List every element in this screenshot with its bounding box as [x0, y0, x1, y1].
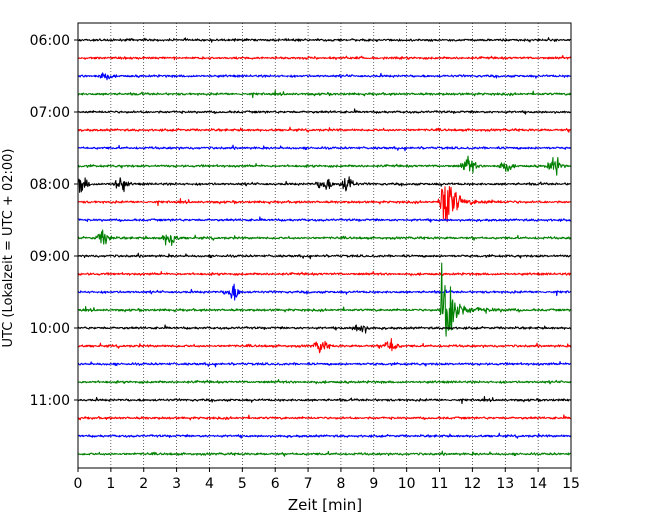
x-tick-label: 3	[172, 476, 181, 492]
trace-row	[77, 37, 572, 43]
trace-row	[77, 262, 572, 337]
x-tick-label: 10	[398, 476, 416, 492]
trace-row	[77, 185, 572, 223]
x-tick-label: 13	[496, 476, 514, 492]
trace-row	[77, 176, 572, 193]
x-tick-label: 6	[271, 476, 280, 492]
trace-row	[77, 229, 572, 246]
y-tick-label: 08:00	[30, 177, 70, 193]
x-tick-label: 8	[336, 476, 345, 492]
x-tick-label: 1	[106, 476, 115, 492]
x-tick-label: 7	[304, 476, 313, 492]
y-tick-label: 07:00	[30, 105, 70, 121]
trace-row	[77, 324, 572, 334]
x-tick-label: 2	[139, 476, 148, 492]
plot-frame	[77, 22, 572, 469]
y-tick-label: 11:00	[30, 393, 70, 409]
trace-row	[77, 378, 572, 385]
x-tick-label: 4	[205, 476, 214, 492]
x-tick-label: 0	[74, 476, 83, 492]
y-axis-ticks: 06:00 07:00 08:00 09:00 10:00 11:00	[30, 33, 78, 409]
x-axis-label: Zeit [min]	[288, 496, 362, 514]
trace-row	[77, 337, 572, 354]
trace-row	[77, 144, 572, 152]
trace-row	[77, 108, 572, 115]
trace-row	[77, 54, 572, 61]
y-tick-label: 09:00	[30, 249, 70, 265]
x-tick-label: 15	[562, 476, 580, 492]
trace-row	[77, 450, 572, 457]
trace-row	[77, 72, 572, 81]
y-axis-label: UTC (Lokalzeit = UTC + 02:00)	[1, 149, 16, 348]
trace-row	[77, 126, 572, 133]
y-tick-label: 06:00	[30, 33, 70, 49]
trace-row	[77, 432, 572, 439]
x-tick-label: 9	[369, 476, 378, 492]
x-tick-label: 11	[431, 476, 449, 492]
seismic-traces	[77, 37, 572, 457]
trace-row	[77, 361, 572, 368]
grid-lines	[110, 23, 539, 468]
y-tick-label: 10:00	[30, 321, 70, 337]
x-axis-ticks: 0 1 2 3 4 5 6 7 8 9 10 11 12 13 14 15	[74, 468, 580, 492]
trace-row	[77, 216, 572, 223]
trace-row	[77, 90, 572, 99]
trace-row	[77, 396, 572, 405]
trace-row	[77, 155, 572, 176]
trace-row	[77, 252, 572, 260]
trace-row	[77, 283, 572, 301]
x-tick-label: 12	[463, 476, 481, 492]
x-tick-label: 5	[238, 476, 247, 492]
trace-row	[77, 270, 572, 277]
trace-row	[77, 414, 572, 421]
x-tick-label: 14	[529, 476, 547, 492]
